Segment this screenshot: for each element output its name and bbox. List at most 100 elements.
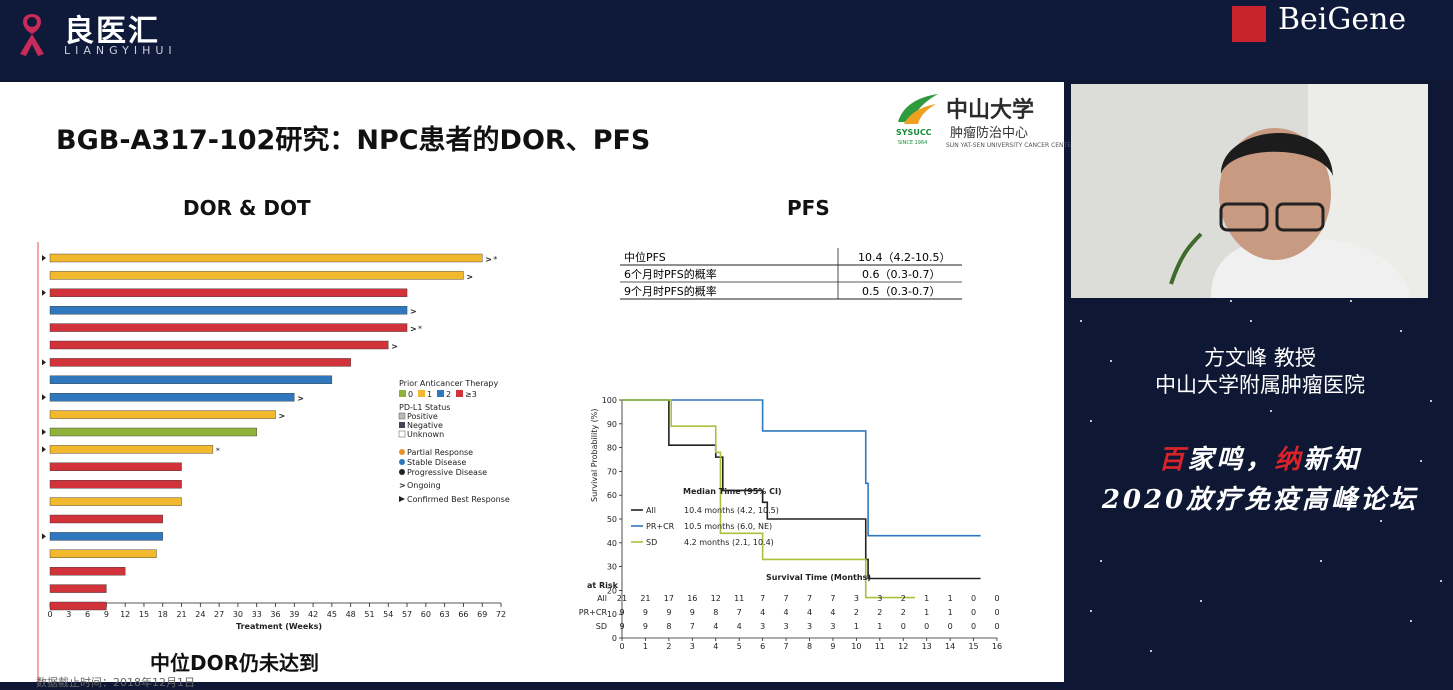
pfs-heading: PFS — [787, 196, 830, 220]
ongoing-marker: > — [279, 412, 286, 421]
star-dot — [1090, 610, 1092, 612]
dor-x-tick-label: 30 — [233, 610, 243, 619]
km-x-tick-label: 7 — [784, 642, 789, 651]
dor-x-tick-label: 66 — [458, 610, 468, 619]
at-risk-value: 3 — [784, 622, 789, 631]
brand-name-cn: 良医汇 — [64, 14, 160, 49]
dor-bar — [49, 340, 389, 350]
km-x-tick-label: 8 — [807, 642, 812, 651]
star-dot — [1380, 520, 1382, 522]
km-x-tick-label: 16 — [992, 642, 1002, 651]
legend-label: Partial Response — [407, 448, 473, 457]
confirmed-marker — [42, 533, 46, 540]
dor-x-tick-label: 27 — [214, 610, 224, 619]
at-risk-value: 2 — [877, 608, 882, 617]
at-risk-value: 17 — [664, 594, 674, 603]
legend-label: Confirmed Best Response — [407, 495, 510, 504]
forum-name: 2020放疗免疫高峰论坛 — [1101, 485, 1419, 515]
dor-bar — [49, 497, 182, 506]
ongoing-glyph: > — [399, 481, 406, 490]
at-risk-value: 7 — [784, 594, 789, 603]
star-marker: * — [216, 446, 220, 455]
dor-x-tick-label: 33 — [252, 610, 262, 619]
liangyihui-logo: 良医汇 LIANGYIHUI — [12, 6, 192, 62]
star-dot — [1230, 300, 1232, 302]
at-risk-value: 4 — [784, 608, 789, 617]
dor-x-tick-label: 63 — [440, 610, 450, 619]
dor-bar — [49, 427, 257, 437]
legend-label: 1 — [427, 390, 432, 399]
star-dot — [1350, 300, 1352, 302]
ongoing-marker: > — [391, 342, 398, 351]
dor-bar — [49, 601, 107, 611]
ongoing-marker: > — [485, 255, 492, 264]
data-cutoff-note: 数据截止时间：2018年12月1日 — [36, 676, 195, 689]
dor-x-tick-label: 3 — [66, 610, 71, 619]
at-risk-value: 4 — [737, 622, 742, 631]
star-dot — [1430, 400, 1432, 402]
star-dot — [1100, 560, 1102, 562]
dor-x-tick-label: 39 — [289, 610, 299, 619]
leaf-icon — [898, 94, 938, 124]
dor-x-tick-label: 9 — [104, 610, 109, 619]
km-legend-median: 10.5 months (6.0, NE) — [684, 522, 772, 531]
dor-footnote: 中位DOR仍未达到 — [150, 651, 320, 675]
legend-label: 2 — [446, 390, 451, 399]
dor-bar — [49, 445, 214, 454]
star-dot — [1110, 360, 1112, 362]
at-risk-row-label: PR+CR — [579, 608, 608, 617]
speaker-figure — [1169, 128, 1411, 298]
institution-name-cn: 中山大学 — [946, 97, 1035, 123]
at-risk-value: 4 — [807, 608, 812, 617]
km-legend-title: Median Time (95% CI) — [683, 487, 782, 496]
at-risk-value: 4 — [713, 622, 718, 631]
dor-x-tick-label: 54 — [383, 610, 393, 619]
km-y-tick-label: 80 — [607, 444, 617, 453]
dor-bar — [49, 584, 107, 593]
legend-label: 0 — [408, 390, 413, 399]
dor-x-tick-label: 60 — [421, 610, 431, 619]
at-risk-row-label: SD — [596, 622, 607, 631]
dor-x-tick-label: 21 — [176, 610, 186, 619]
km-series-line — [622, 399, 981, 537]
dor-x-tick-label: 45 — [327, 610, 337, 619]
at-risk-value: 0 — [924, 622, 929, 631]
at-risk-row-label: All — [597, 594, 607, 603]
dor-x-tick-label: 42 — [308, 610, 318, 619]
at-risk-value: 0 — [994, 608, 999, 617]
at-risk-value: 9 — [619, 608, 624, 617]
at-risk-value: 0 — [994, 594, 999, 603]
slogan-text: 家鸣， — [1187, 445, 1275, 475]
pfs-row-value: 0.6（0.3-0.7） — [862, 268, 940, 281]
dor-swimmer-chart: 0 3 6 9 12 15 18 21 24 27 30 33 36 39 42 45 48 51 54 57 60 63… — [37, 242, 510, 682]
at-risk-value: 11 — [734, 594, 744, 603]
km-legend-median: 4.2 months (2.1, 10.4) — [684, 538, 774, 547]
legend-label: ≥3 — [465, 390, 477, 399]
at-risk-value: 1 — [854, 622, 859, 631]
confirmed-marker — [42, 446, 46, 453]
km-y-tick-label: 20 — [607, 586, 617, 595]
ongoing-marker: > — [410, 325, 417, 334]
ongoing-marker: > — [410, 307, 417, 316]
star-dot — [1410, 620, 1412, 622]
confirmed-marker — [42, 429, 46, 435]
star-dot — [1150, 650, 1152, 652]
km-x-tick-label: 9 — [830, 642, 835, 651]
km-y-tick-label: 100 — [602, 396, 617, 405]
beigene-wordmark: BeiGene — [1278, 2, 1407, 37]
km-x-tick-label: 10 — [851, 642, 861, 651]
speaker-caption: 方文峰 教授 中山大学附属肿瘤医院 — [1120, 345, 1400, 399]
legend-therapy-title: Prior Anticancer Therapy — [399, 379, 498, 388]
star-dot — [1250, 320, 1252, 322]
at-risk-value: 3 — [877, 594, 882, 603]
dor-bar — [49, 323, 408, 332]
slogan-char: 百 — [1158, 445, 1188, 475]
dor-x-axis-label: Treatment (Weeks) — [236, 622, 322, 631]
pfs-row-label: 6个月时PFS的概率 — [624, 267, 717, 281]
star-dot — [1200, 600, 1202, 602]
legend-swatch — [418, 390, 425, 397]
legend-swatch — [437, 390, 444, 397]
km-x-tick-label: 0 — [619, 642, 624, 651]
pfs-row-value: 10.4（4.2-10.5） — [858, 251, 950, 264]
